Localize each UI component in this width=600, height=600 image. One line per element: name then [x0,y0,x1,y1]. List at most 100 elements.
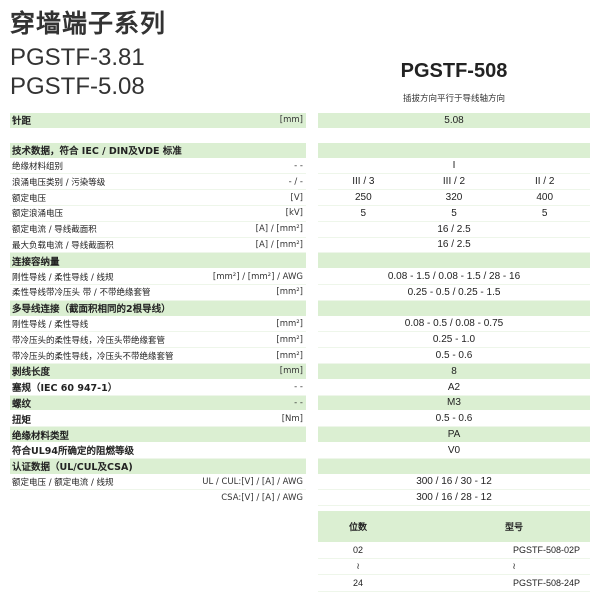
spec-row: 浪涌电压类别 / 污染等级 - / - III / 3 III / 2 II / 2 [0,174,600,191]
positions-cell: ≀ [356,560,360,571]
spec-row: 额定电流 / 导线截面积 [A] / [mm²] 16 / 2.5 [0,222,600,238]
spec-value-cell: 8 [318,363,590,380]
spec-table: 针距 [mm] 5.08 技术数据，符合 IEC / DIN及VDE 标准 绝缘材料组别… [0,113,600,507]
spec-label: 针距 [12,116,32,128]
spec-value-cell: 16 / 2.5 [318,238,590,254]
spec-value: 320 [445,192,463,204]
spec-value-cell [318,142,590,159]
spec-value: 5 [451,207,457,219]
spec-label-cell: 绝缘材料类型 [10,427,306,443]
spec-value: PA [447,429,461,441]
spec-value: M3 [447,397,461,409]
spec-label: 扭矩 [12,414,32,426]
spec-label: 额定电压 / 额定电流 / 线规 [12,477,114,488]
spec-unit: CSA:[V] / [A] / AWG [221,493,303,504]
spec-unit: [V] [290,192,303,203]
spec-row: 扭矩 [Nm] 0.5 - 0.6 [0,411,600,428]
spec-row: 连接容纳量 [0,253,600,270]
spec-row: 针距 [mm] 5.08 [0,113,600,129]
spec-label-cell: 认证数据（UL/CUL及CSA) [10,458,306,475]
spec-label: 符合UL94所确定的阻燃等级 [12,446,134,458]
spec-value-cell: 0.25 - 1.0 [318,332,590,349]
header-positions: 位数 [348,523,367,533]
product-title: PGSTF-508 [400,60,508,82]
positions-cell: 02 [352,544,363,555]
spec-label-cell: 绝缘材料组别 - - [10,159,306,175]
spec-label-cell: 额定电压 [V] [10,190,306,206]
table-row: 02 PGSTF-508-02P [318,542,590,559]
spec-row: 多导线连接（截面积相同的2根导线） [0,300,600,317]
spec-unit: - - [294,382,303,393]
spec-label: 塞规（IEC 60 947-1） [12,383,118,395]
spacer [0,129,600,143]
spec-label: 浪涌电压类别 / 污染等级 [12,177,106,188]
spec-row: 绝缘材料组别 - - I [0,159,600,175]
spec-label-cell: 浪涌电压类别 / 污染等级 - / - [10,174,306,191]
spec-label-cell: 连接容纳量 [10,253,306,270]
spec-row: 刚性导线 / 柔性导线 [mm²] 0.08 - 0.5 / 0.08 - 0.75 [0,317,600,333]
table-row: ≀ ≀ [318,559,590,575]
part-number-table: 位数 型号 02 PGSTF-508-02P ≀ ≀ 24 PGSTF-508-24P [318,511,590,592]
spec-value: 0.5 - 0.6 [435,413,473,425]
spec-value-cell: 0.08 - 1.5 / 0.08 - 1.5 / 28 - 16 [318,269,590,285]
spec-value: II / 2 [534,176,555,188]
spec-label: 绝缘材料组别 [12,161,64,172]
spec-value: 5 [541,207,548,219]
model-cell: ≀ [512,560,516,571]
spec-label: 多导线连接（截面积相同的2根导线） [12,304,171,316]
spec-unit: [mm²] [276,318,303,329]
spec-label: 额定电流 / 导线截面积 [12,225,97,236]
spec-label: 绝缘材料类型 [12,430,70,442]
spec-value: 250 [354,192,372,204]
spec-value: 5.08 [444,114,464,126]
spec-label-cell: 针距 [mm] [10,113,306,129]
spec-row: 最大负载电流 / 导线截面积 [A] / [mm²] 16 / 2.5 [0,238,600,254]
spec-value-cell: 0.5 - 0.6 [318,348,590,364]
spec-label-cell: 多导线连接（截面积相同的2根导线） [10,300,306,317]
spec-value-cell: 0.5 - 0.6 [318,411,590,428]
spec-value-cell: 16 / 2.5 [318,222,590,238]
spec-label: 带冷压头的柔性导线，冷压头不带绝缘套管 [12,351,174,362]
spec-label-cell: 额定浪涌电压 [kV] [10,206,306,222]
spec-value: 300 / 16 / 28 - 12 [416,492,492,504]
part-table-header: 位数 型号 [318,511,590,542]
spec-value-cell: PA [318,427,590,443]
spec-row: 刚性导线 / 柔性导线 / 线规 [mm²] / [mm²] / AWG 0.08 … [0,269,600,285]
spec-value-cell: 5.08 [318,113,590,129]
spec-row: 塞规（IEC 60 947-1） - - A2 [0,380,600,396]
spec-row: 额定电压 / 额定电流 / 线规 UL / CUL:[V] / [A] / AWG… [0,475,600,491]
spec-label-cell: 额定电压 / 额定电流 / 线规 UL / CUL:[V] / [A] / AWG [10,475,306,491]
spec-unit: [mm²] / [mm²] / AWG [212,271,303,282]
spec-unit: [A] / [mm²] [255,224,303,235]
spec-value: V0 [447,444,461,456]
spec-value: A2 [447,381,461,393]
spec-row: 剥线长度 [mm] 8 [0,363,600,380]
spec-unit: [A] / [mm²] [255,239,303,250]
spec-label: 柔性导线带冷压头 带 / 不带绝缘套管 [12,288,151,299]
spec-value: 16 / 2.5 [437,239,471,251]
spec-value: III / 3 [352,176,375,188]
spec-value-cell: III / 3 III / 2 II / 2 [318,174,590,191]
spec-row: 额定浪涌电压 [kV] 5 5 5 [0,206,600,222]
spec-row: 螺纹 - - M3 [0,395,600,412]
spec-value: III / 2 [442,176,466,188]
spec-value: 5 [360,207,367,219]
spec-unit: [Nm] [281,413,303,424]
model-cell: PGSTF-508-24P [512,577,580,588]
spec-label: 额定电压 [12,193,47,204]
spec-label: 刚性导线 / 柔性导线 [12,319,89,330]
spec-label: 认证数据（UL/CUL及CSA) [12,462,133,474]
spec-unit: UL / CUL:[V] / [A] / AWG [202,476,303,487]
spec-label-cell: CSA:[V] / [A] / AWG [10,490,306,506]
spec-value-cell: 300 / 16 / 28 - 12 [318,490,590,507]
spec-value: 8 [451,365,457,377]
model-name-2: PGSTF-5.08 [10,73,145,100]
spec-label: 刚性导线 / 柔性导线 / 线规 [12,272,114,283]
model-cell: PGSTF-508-02P [512,544,580,555]
spec-label-cell: 带冷压头的柔性导线，冷压头带绝缘套管 [mm²] [10,332,306,349]
spec-unit: [mm] [279,115,303,126]
spec-label-cell: 螺纹 - - [10,395,306,412]
spec-value-cell [318,253,590,270]
header-model: 型号 [504,523,523,533]
spec-label: 额定浪涌电压 [12,209,64,220]
